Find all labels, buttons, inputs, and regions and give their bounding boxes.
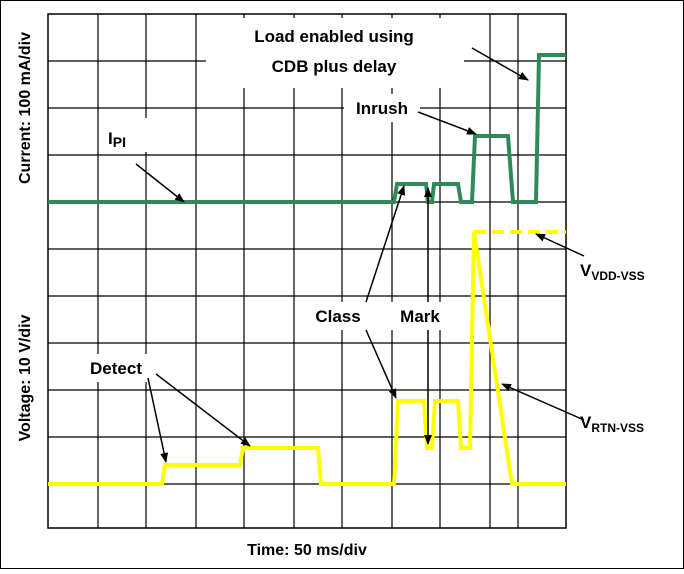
annotation: Detect (90, 359, 142, 378)
annotation: VRTN-VSS (580, 413, 644, 435)
arrow (365, 185, 405, 303)
annotation: Inrush (356, 99, 408, 118)
label-bg (206, 18, 464, 88)
label-bg (300, 302, 454, 330)
y-axis-label: Current: 100 mA/div (17, 32, 34, 184)
arrow (535, 233, 585, 257)
annotation: Mark (400, 307, 440, 326)
arrow (417, 111, 477, 135)
annotation: Load enabled using (254, 27, 414, 46)
annotation: Class (315, 307, 360, 326)
grid (47, 13, 567, 529)
arrow (365, 329, 397, 399)
arrow (501, 383, 585, 421)
annotation: CDB plus delay (272, 57, 397, 76)
arrow (471, 47, 529, 81)
arrow (147, 377, 169, 463)
y-axis-label: Voltage: 10 V/div (17, 314, 34, 441)
label-bg (344, 94, 420, 122)
annotation: VVDD-VSS (580, 261, 645, 283)
arrow (155, 373, 251, 447)
label-bg (102, 118, 148, 152)
current-waveform (48, 53, 566, 204)
label-bg (76, 354, 158, 382)
x-axis-label: Time: 50 ms/div (247, 542, 367, 559)
vrtn-waveform (48, 231, 566, 486)
annotation: IPI (108, 129, 126, 150)
arrow (135, 163, 185, 203)
